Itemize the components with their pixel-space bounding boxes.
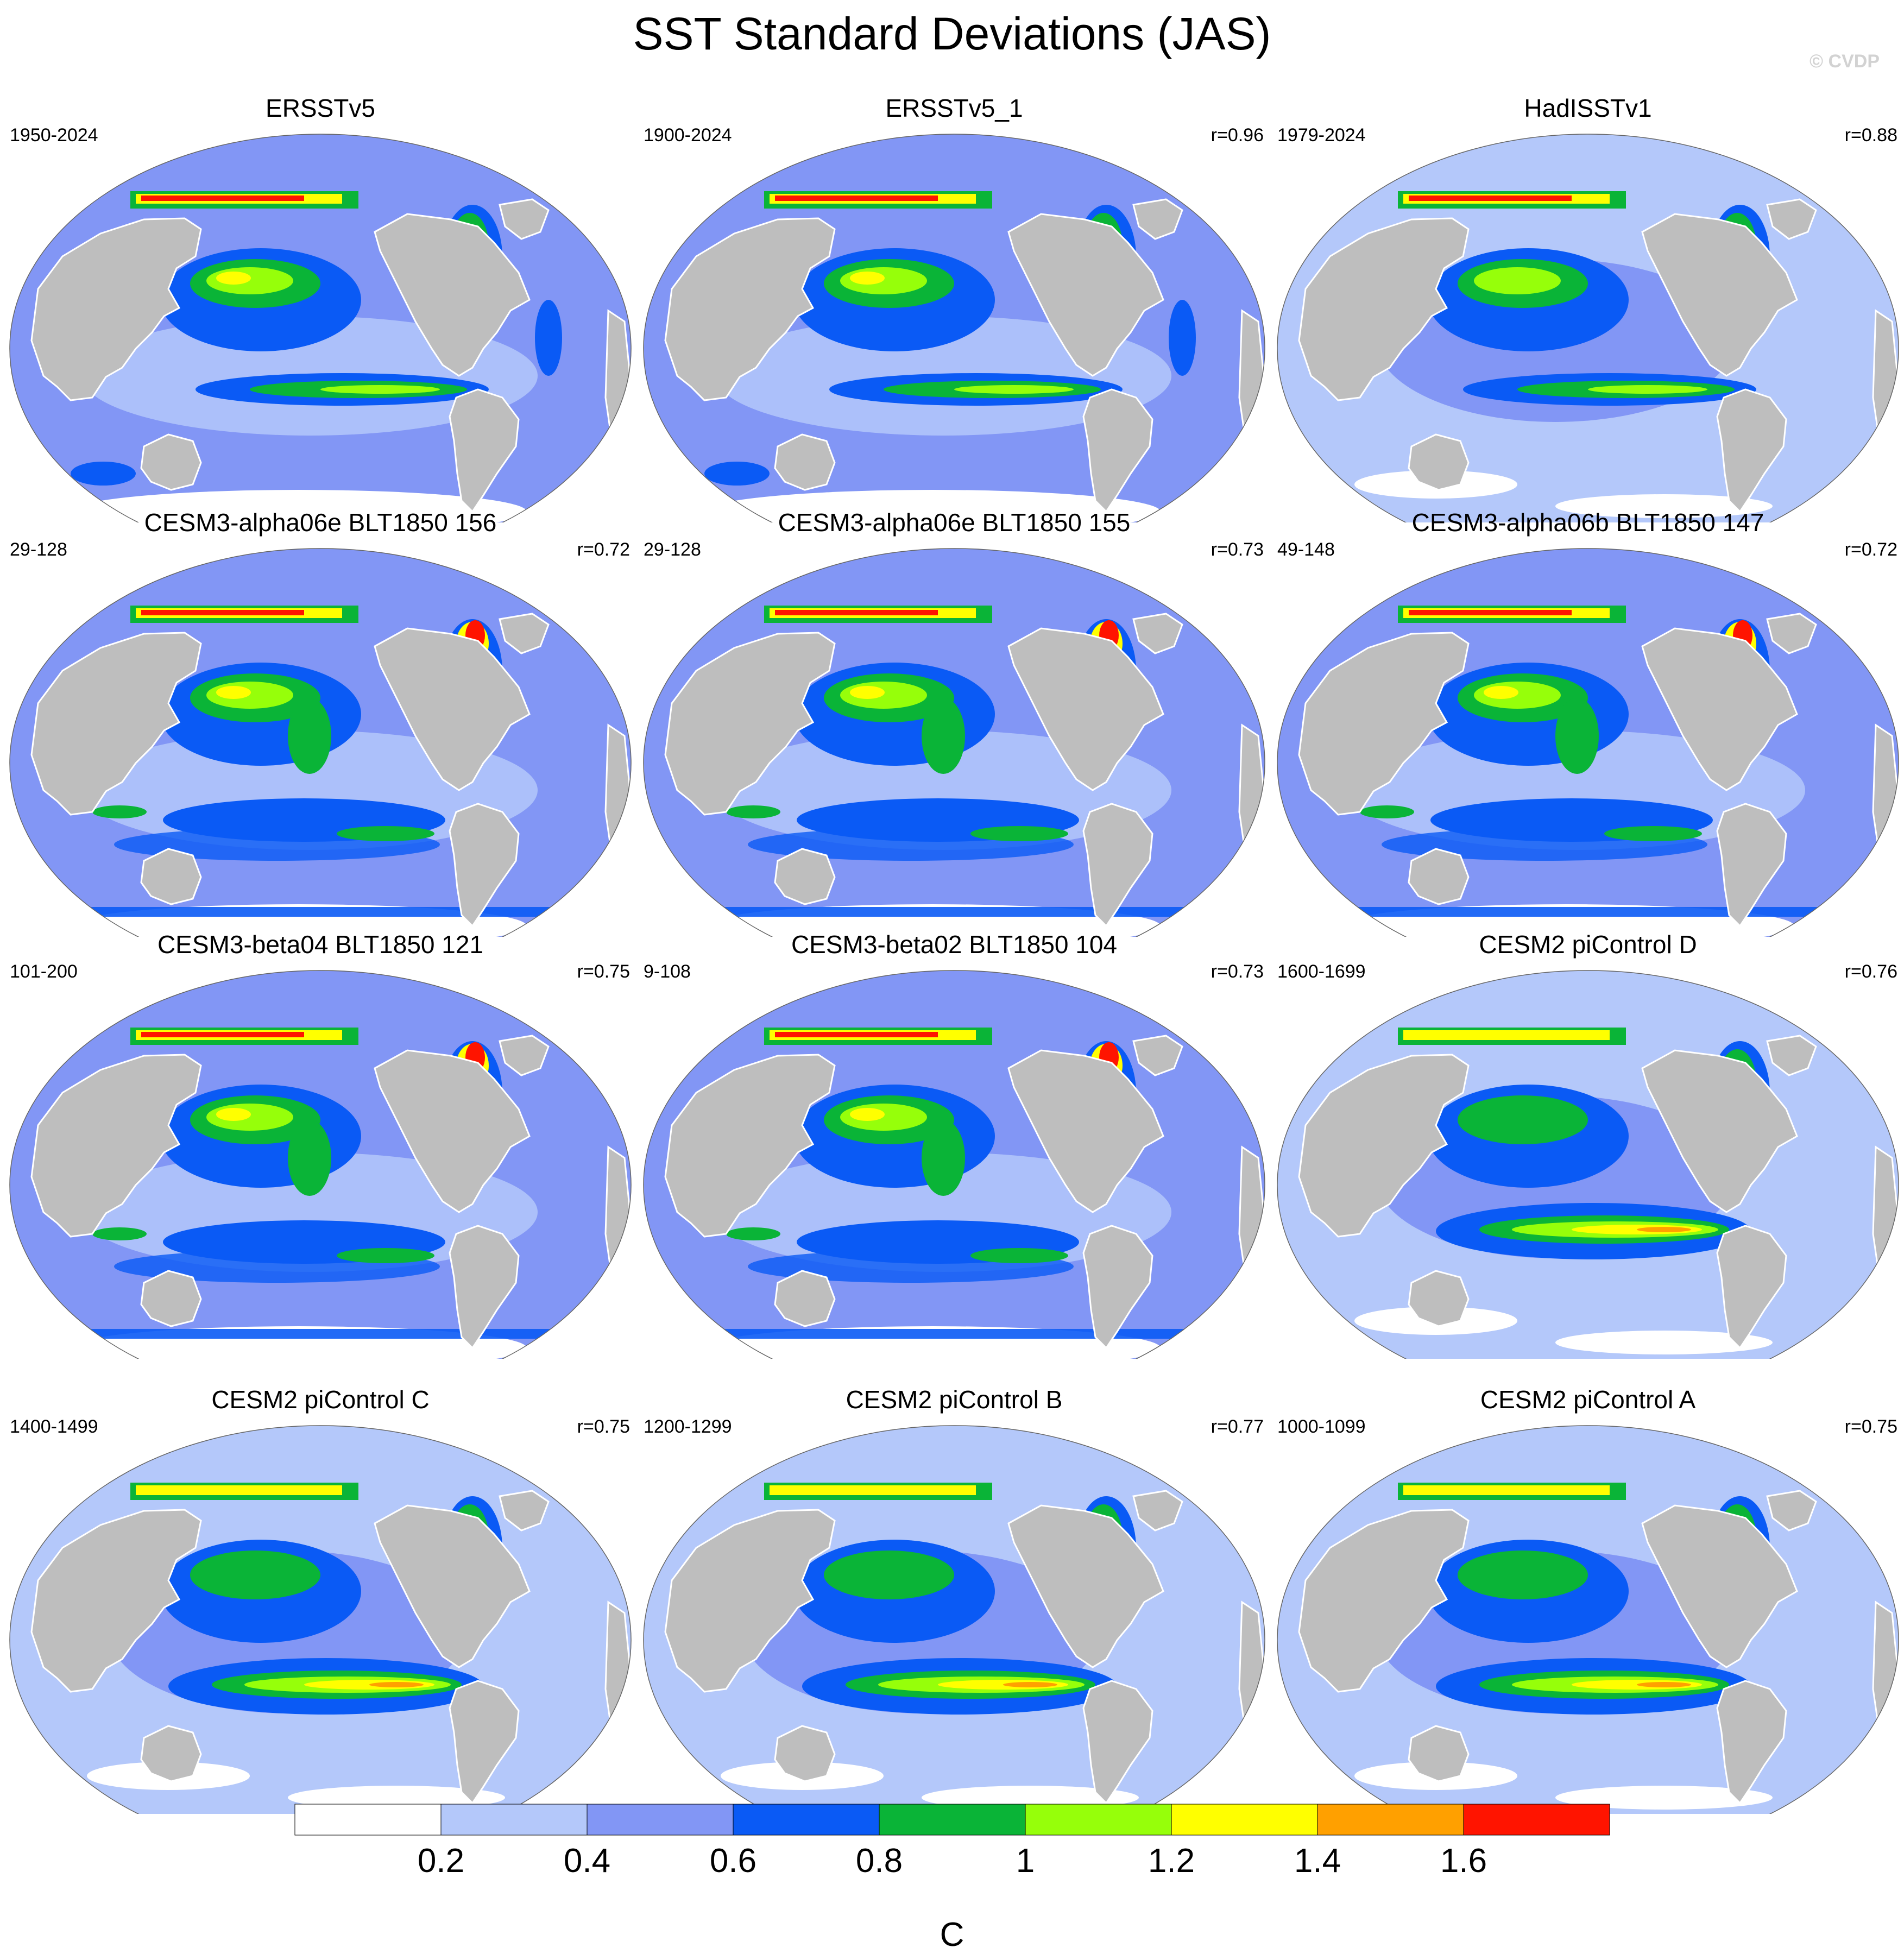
panel-title: CESM3-alpha06e BLT1850 155 xyxy=(778,508,1131,537)
panel-correlation: r=0.75 xyxy=(577,961,630,982)
panel-title: CESM2 piControl D xyxy=(1479,930,1697,959)
panel-period: 1950-2024 xyxy=(10,125,98,146)
panel-title: CESM2 piControl B xyxy=(846,1385,1063,1414)
colorbar-unit-label: C xyxy=(940,1916,964,1953)
map-panel: CESM2 piControl A 1000-1099 r=0.75 xyxy=(1273,1385,1903,1814)
panel-correlation: r=0.72 xyxy=(577,539,630,560)
sst-map xyxy=(9,1425,632,1814)
panel-period: 101-200 xyxy=(10,961,78,982)
panel-period: 1200-1299 xyxy=(644,1416,732,1437)
colorbar-box xyxy=(440,1804,588,1836)
panel-correlation: r=0.73 xyxy=(1211,539,1264,560)
colorbar-tick-label: 0.6 xyxy=(710,1842,756,1880)
colorbar-tick-label: 0.2 xyxy=(418,1842,464,1880)
panel-correlation: r=0.75 xyxy=(577,1416,630,1437)
sst-map xyxy=(643,134,1265,522)
panel-period: 9-108 xyxy=(644,961,691,982)
panel-title: ERSSTv5_1 xyxy=(885,94,1023,122)
map-panel: ERSSTv5 1950-2024 xyxy=(5,93,635,522)
colorbar-tick-label: 1.4 xyxy=(1294,1842,1341,1880)
panel-title: CESM2 piControl C xyxy=(211,1385,430,1414)
map-panel: ERSSTv5_1 1900-2024 r=0.96 xyxy=(639,93,1269,522)
panel-title: CESM3-alpha06b BLT1850 147 xyxy=(1411,508,1764,537)
map-panel: CESM3-beta04 BLT1850 121 101-200 r=0.75 xyxy=(5,930,635,1359)
colorbar-box xyxy=(879,1804,1026,1836)
sst-map xyxy=(643,1425,1265,1814)
sst-map xyxy=(1277,548,1899,937)
sst-map xyxy=(643,548,1265,937)
colorbar-box xyxy=(1025,1804,1172,1836)
panel-period: 1400-1499 xyxy=(10,1416,98,1437)
sst-map xyxy=(9,970,632,1359)
colorbar-box xyxy=(1171,1804,1318,1836)
colorbar-box xyxy=(294,1804,442,1836)
colorbar-box xyxy=(587,1804,734,1836)
panel-correlation: r=0.75 xyxy=(1844,1416,1897,1437)
panel-correlation: r=0.96 xyxy=(1211,125,1264,146)
panel-correlation: r=0.88 xyxy=(1844,125,1897,146)
panel-correlation: r=0.76 xyxy=(1844,961,1897,982)
panel-period: 49-148 xyxy=(1277,539,1335,560)
colorbar-tick-label: 1.2 xyxy=(1148,1842,1195,1880)
map-panel: CESM3-alpha06b BLT1850 147 49-148 r=0.72 xyxy=(1273,508,1903,937)
map-panel: CESM3-alpha06e BLT1850 156 29-128 r=0.72 xyxy=(5,508,635,937)
colorbar-tick-label: 0.8 xyxy=(856,1842,903,1880)
panel-period: 1600-1699 xyxy=(1277,961,1366,982)
panel-period: 1000-1099 xyxy=(1277,1416,1366,1437)
sst-map xyxy=(1277,134,1899,522)
sst-map xyxy=(9,134,632,522)
map-panel: CESM2 piControl D 1600-1699 r=0.76 xyxy=(1273,930,1903,1359)
figure-title: SST Standard Deviations (JAS) xyxy=(633,8,1271,59)
panel-period: 1900-2024 xyxy=(644,125,732,146)
map-panel: HadISSTv1 1979-2024 r=0.88 xyxy=(1273,93,1903,522)
panel-title: HadISSTv1 xyxy=(1524,94,1652,122)
panel-title: ERSSTv5 xyxy=(266,94,375,122)
map-panel: CESM2 piControl B 1200-1299 r=0.77 xyxy=(639,1385,1269,1814)
panel-period: 1979-2024 xyxy=(1277,125,1366,146)
sst-map xyxy=(9,548,632,937)
panel-title: CESM3-alpha06e BLT1850 156 xyxy=(144,508,497,537)
colorbar-tick-label: 1.6 xyxy=(1440,1842,1487,1880)
panel-title: CESM2 piControl A xyxy=(1480,1385,1696,1414)
panel-correlation: r=0.73 xyxy=(1211,961,1264,982)
colorbar-box xyxy=(1317,1804,1464,1836)
colorbar-tick-label: 0.4 xyxy=(564,1842,610,1880)
credit-watermark: © CVDP xyxy=(1810,51,1880,72)
panel-correlation: r=0.72 xyxy=(1844,539,1897,560)
sst-map xyxy=(643,970,1265,1359)
map-panel: CESM3-alpha06e BLT1850 155 29-128 r=0.73 xyxy=(639,508,1269,937)
sst-map xyxy=(1277,1425,1899,1814)
colorbar-box xyxy=(733,1804,880,1836)
panel-title: CESM3-beta02 BLT1850 104 xyxy=(791,930,1118,959)
map-panel: CESM2 piControl C 1400-1499 r=0.75 xyxy=(5,1385,635,1814)
panel-title: CESM3-beta04 BLT1850 121 xyxy=(157,930,484,959)
colorbar-tick-label: 1 xyxy=(1016,1842,1035,1880)
panel-period: 29-128 xyxy=(10,539,67,560)
colorbar-box xyxy=(1463,1804,1610,1836)
panel-period: 29-128 xyxy=(644,539,701,560)
sst-map xyxy=(1277,970,1899,1359)
panel-correlation: r=0.77 xyxy=(1211,1416,1264,1437)
map-panel: CESM3-beta02 BLT1850 104 9-108 r=0.73 xyxy=(639,930,1269,1359)
